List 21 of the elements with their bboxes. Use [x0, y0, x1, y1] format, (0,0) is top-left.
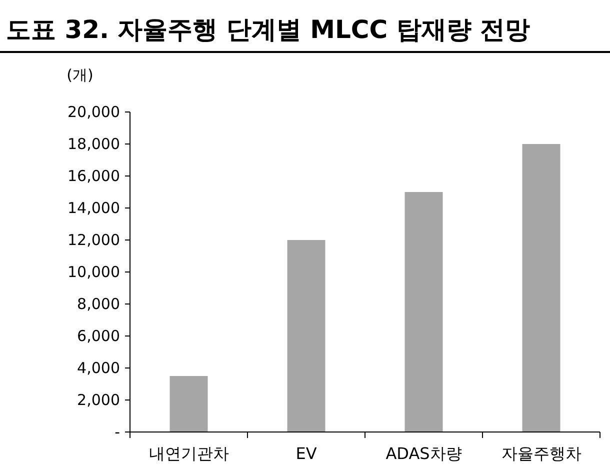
- chart-title: 도표 32. 자율주행 단계별 MLCC 탑재량 전망: [6, 15, 530, 44]
- y-axis-title: (개): [66, 66, 94, 84]
- y-tick-label: 8,000: [77, 295, 120, 313]
- x-tick-label: ADAS차량: [386, 444, 462, 463]
- x-tick-label: 내연기관차: [148, 444, 229, 463]
- x-tick-label: 자율주행차: [501, 444, 582, 463]
- y-tick-label: -: [114, 423, 120, 441]
- y-tick-label: 4,000: [77, 359, 120, 377]
- y-tick-label: 14,000: [68, 199, 120, 217]
- bar: [170, 376, 208, 432]
- y-tick-label: 18,000: [68, 135, 120, 153]
- x-tick-label: EV: [296, 444, 317, 463]
- y-tick-label: 2,000: [77, 391, 120, 409]
- y-tick-label: 16,000: [68, 167, 120, 185]
- y-tick-label: 6,000: [77, 327, 120, 345]
- y-tick-label: 12,000: [68, 231, 120, 249]
- bar: [404, 192, 443, 432]
- bar: [522, 144, 560, 432]
- y-tick-label: 10,000: [68, 263, 120, 281]
- bar: [287, 240, 326, 432]
- y-tick-label: 20,000: [68, 103, 120, 121]
